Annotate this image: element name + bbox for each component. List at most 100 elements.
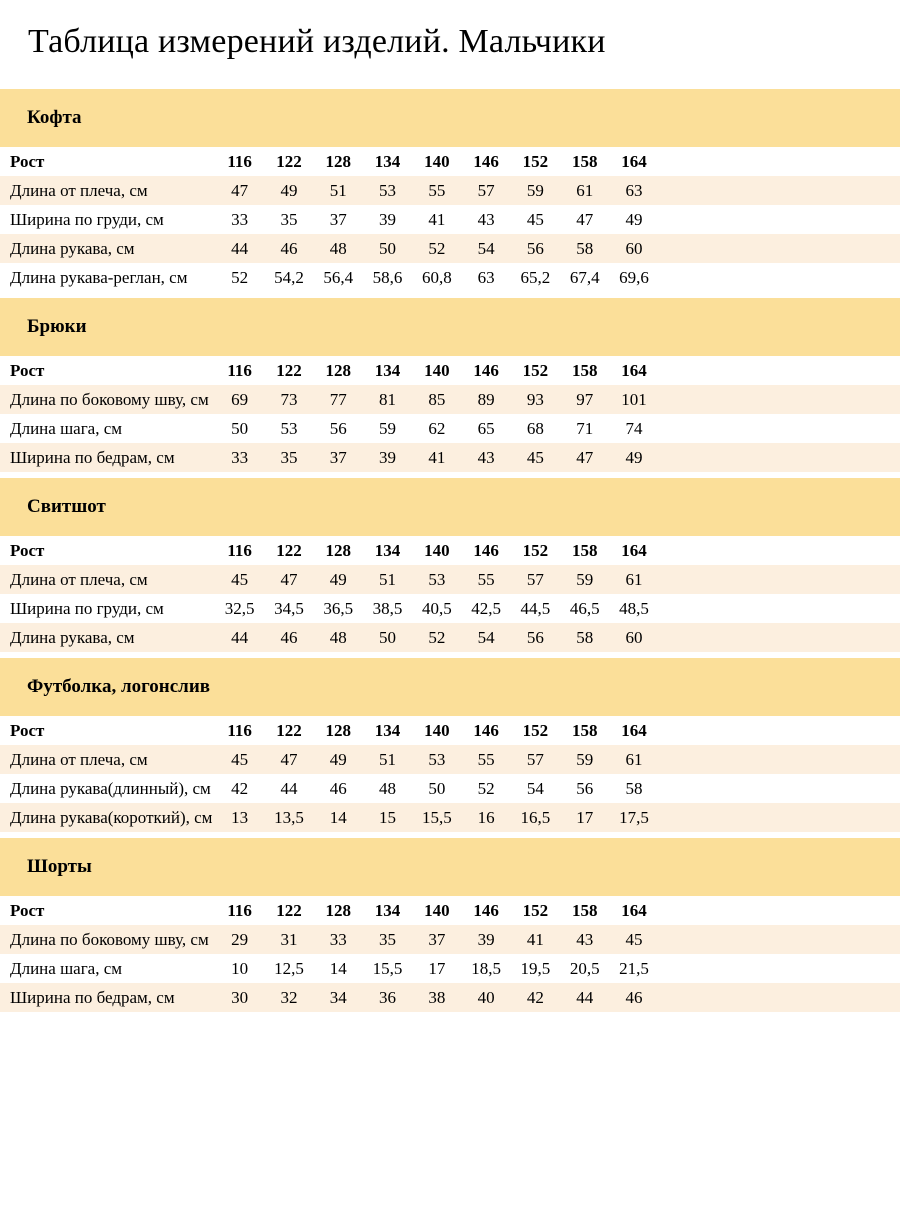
section-title: Шорты xyxy=(27,856,92,878)
value-cell: 47 xyxy=(231,180,249,200)
row-label: Длина шага, см xyxy=(10,958,123,978)
value-cell: 33 xyxy=(329,929,347,949)
value-cell: 152 xyxy=(522,720,549,740)
value-cell: 116 xyxy=(227,720,252,740)
value-cell: 17,5 xyxy=(619,807,649,827)
value-cell: 54 xyxy=(526,778,544,798)
value-cell: 33 xyxy=(231,447,249,467)
value-cell: 134 xyxy=(374,720,401,740)
row-label: Длина шага, см xyxy=(10,418,123,438)
table-row: Длина шага, см 10 12,5 14 15,5 17 18,5 19,5 20,… xyxy=(0,954,900,984)
row-label: Рост xyxy=(10,900,45,920)
table-row: Длина рукава(короткий), см 13 13,5 14 15 15,… xyxy=(0,803,900,833)
value-cell: 128 xyxy=(325,360,351,380)
value-cell: 122 xyxy=(276,540,302,560)
value-cell: 146 xyxy=(473,360,499,380)
value-cell: 46 xyxy=(625,987,643,1007)
value-cell: 134 xyxy=(374,540,401,560)
value-cell: 67,4 xyxy=(569,267,600,287)
value-cell: 51 xyxy=(379,749,397,769)
value-cell: 29 xyxy=(231,929,249,949)
value-cell: 16 xyxy=(477,807,495,827)
value-cell: 49 xyxy=(329,569,347,589)
value-cell: 39 xyxy=(477,929,495,949)
value-cell: 17 xyxy=(576,807,594,827)
value-cell: 152 xyxy=(522,540,549,560)
row-label: Рост xyxy=(10,720,45,740)
table-row: Длина рукава-реглан, см 52 54,2 56,4 58,6 60… xyxy=(0,263,900,293)
section-title: Брюки xyxy=(27,316,87,338)
table-row: Длина рукава, см 44 46 48 50 52 54 56 58 60 xyxy=(0,623,900,653)
value-cell: 60,8 xyxy=(421,267,452,287)
value-cell: 158 xyxy=(571,900,598,920)
value-cell: 89 xyxy=(477,389,495,409)
value-cell: 39 xyxy=(379,447,397,467)
value-cell: 48 xyxy=(379,778,397,798)
row-label: Длина рукава, см xyxy=(10,627,135,647)
value-cell: 53 xyxy=(428,569,446,589)
value-cell: 41 xyxy=(428,447,446,467)
value-cell: 50 xyxy=(379,627,397,647)
value-cell: 55 xyxy=(428,180,446,200)
value-cell: 43 xyxy=(477,209,495,229)
value-cell: 122 xyxy=(276,900,302,920)
value-cell: 19,5 xyxy=(520,958,551,978)
value-cell: 58,6 xyxy=(372,267,403,287)
value-cell: 73 xyxy=(280,389,298,409)
table-row: Длина шага, см 50 53 56 59 62 65 68 71 74 xyxy=(0,414,900,444)
value-cell: 44,5 xyxy=(520,598,551,618)
section-title-band: Свитшот xyxy=(0,478,900,537)
value-cell: 46 xyxy=(280,238,298,258)
value-cell: 55 xyxy=(477,749,495,769)
row-label: Длина от плеча, см xyxy=(10,569,148,589)
value-cell: 97 xyxy=(576,389,594,409)
value-cell: 134 xyxy=(374,900,401,920)
value-cell: 44 xyxy=(231,627,249,647)
value-cell: 31 xyxy=(280,929,298,949)
value-cell: 50 xyxy=(231,418,249,438)
value-cell: 36,5 xyxy=(323,598,354,618)
value-cell: 21,5 xyxy=(619,958,649,978)
value-cell: 140 xyxy=(424,900,450,920)
value-cell: 20,5 xyxy=(569,958,600,978)
value-cell: 34,5 xyxy=(274,598,304,618)
value-cell: 93 xyxy=(526,389,544,409)
value-cell: 59 xyxy=(526,180,544,200)
value-cell: 32,5 xyxy=(224,598,255,618)
value-cell: 12,5 xyxy=(274,958,304,978)
value-cell: 44 xyxy=(231,238,249,258)
row-label: Длина от плеча, см xyxy=(10,180,148,200)
value-cell: 122 xyxy=(276,360,302,380)
value-cell: 158 xyxy=(571,360,598,380)
size-header-row: Рост 116 122 128 134 140 146 152 158 164 xyxy=(0,147,900,177)
value-cell: 101 xyxy=(621,389,647,409)
value-cell: 146 xyxy=(473,540,499,560)
table-row: Ширина по груди, см 32,5 34,5 36,5 38,5 40,5… xyxy=(0,594,900,624)
table-row: Длина рукава, см 44 46 48 50 52 54 56 58 60 xyxy=(0,234,900,264)
value-cell: 53 xyxy=(428,749,446,769)
section-title-band: Шорты xyxy=(0,838,900,897)
row-label: Длина по боковому шву, см xyxy=(10,389,209,409)
table-row: Длина от плеча, см 47 49 51 53 55 57 59 61 63 xyxy=(0,176,900,206)
value-cell: 54 xyxy=(477,238,495,258)
value-cell: 146 xyxy=(473,151,499,171)
value-cell: 57 xyxy=(526,569,544,589)
page-title: Таблица измерений изделий. Мальчики xyxy=(28,23,606,60)
measurement-section: Брюки Рост 116 122 128 134 140 146 152 158 164 Д… xyxy=(0,298,900,473)
value-cell: 164 xyxy=(621,360,647,380)
value-cell: 32 xyxy=(280,987,298,1007)
section-rows: Рост 116 122 128 134 140 146 152 158 164 Длина о… xyxy=(0,536,900,653)
value-cell: 43 xyxy=(477,447,495,467)
size-header-row: Рост 116 122 128 134 140 146 152 158 164 xyxy=(0,536,900,566)
value-cell: 39 xyxy=(379,209,397,229)
value-cell: 77 xyxy=(329,389,347,409)
value-cell: 57 xyxy=(477,180,495,200)
value-cell: 59 xyxy=(379,418,397,438)
value-cell: 68 xyxy=(526,418,544,438)
value-cell: 58 xyxy=(576,627,594,647)
value-cell: 116 xyxy=(227,900,252,920)
value-cell: 33 xyxy=(231,209,249,229)
value-cell: 140 xyxy=(424,360,450,380)
section-title: Футболка, логонслив xyxy=(27,676,211,698)
value-cell: 50 xyxy=(428,778,446,798)
